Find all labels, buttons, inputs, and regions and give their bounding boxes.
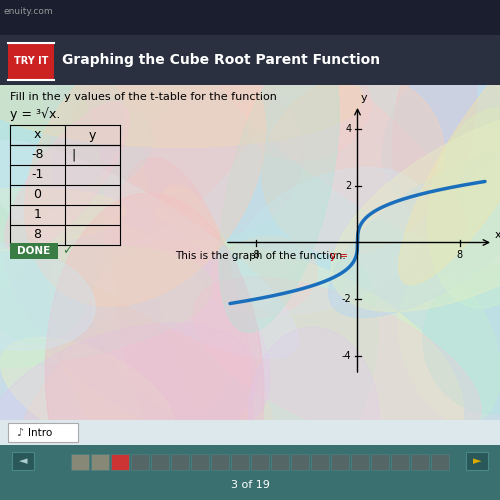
Ellipse shape: [114, 158, 253, 500]
Ellipse shape: [0, 35, 124, 224]
Bar: [331, 454, 349, 470]
Bar: [171, 454, 189, 470]
Ellipse shape: [428, 108, 500, 308]
Ellipse shape: [248, 327, 379, 500]
Bar: [271, 454, 289, 470]
Bar: [291, 454, 309, 470]
Ellipse shape: [194, 16, 466, 240]
Ellipse shape: [25, 34, 266, 306]
Text: -2: -2: [342, 294, 351, 304]
Ellipse shape: [46, 194, 264, 500]
Bar: [71, 454, 89, 470]
Bar: [0, 445, 500, 500]
Bar: [0, 85, 500, 420]
Text: ✓: ✓: [62, 244, 72, 258]
Bar: [0, 420, 500, 445]
Text: y: y: [89, 128, 96, 141]
Text: This is the graph of the function:: This is the graph of the function:: [175, 251, 349, 261]
Text: y: y: [360, 93, 367, 103]
Text: -1: -1: [32, 168, 44, 181]
Bar: [151, 454, 169, 470]
Bar: [466, 452, 488, 470]
Bar: [371, 454, 389, 470]
Bar: [91, 454, 109, 470]
Ellipse shape: [12, 270, 253, 500]
Bar: [231, 454, 249, 470]
Text: Graphing the Cube Root Parent Function: Graphing the Cube Root Parent Function: [62, 53, 380, 67]
Text: ♪: ♪: [16, 428, 23, 438]
Ellipse shape: [193, 278, 481, 446]
Bar: [8, 42, 54, 80]
Ellipse shape: [0, 88, 152, 214]
Ellipse shape: [50, 219, 280, 500]
Text: ◄: ◄: [19, 456, 27, 466]
Bar: [251, 454, 269, 470]
Ellipse shape: [232, 168, 429, 314]
Ellipse shape: [145, 80, 302, 234]
Ellipse shape: [0, 0, 50, 302]
Ellipse shape: [0, 324, 257, 492]
Ellipse shape: [0, 18, 104, 344]
Bar: [131, 454, 149, 470]
Bar: [311, 454, 329, 470]
Bar: [191, 454, 209, 470]
Ellipse shape: [328, 150, 500, 318]
Bar: [211, 454, 229, 470]
Bar: [431, 454, 449, 470]
Bar: [10, 243, 58, 259]
Text: 2: 2: [345, 181, 352, 191]
Text: y = ³√x.: y = ³√x.: [10, 107, 60, 120]
Ellipse shape: [262, 74, 444, 255]
Bar: [411, 454, 429, 470]
Ellipse shape: [398, 274, 500, 424]
Text: Intro: Intro: [28, 428, 52, 438]
Text: TRY IT: TRY IT: [14, 56, 48, 66]
Text: enuity.com: enuity.com: [4, 7, 54, 16]
Text: 8: 8: [456, 250, 462, 260]
Text: x: x: [34, 128, 41, 141]
Ellipse shape: [382, 61, 499, 203]
Ellipse shape: [0, 244, 212, 370]
Text: 0: 0: [34, 188, 42, 202]
Text: |: |: [71, 148, 75, 162]
Bar: [0, 35, 500, 85]
Text: -4: -4: [342, 351, 351, 361]
Text: -8: -8: [31, 148, 44, 162]
Ellipse shape: [93, 240, 463, 476]
Ellipse shape: [3, 188, 270, 434]
Ellipse shape: [6, 102, 129, 254]
Text: y =: y =: [330, 251, 348, 261]
Ellipse shape: [332, 106, 500, 312]
Bar: [12, 452, 34, 470]
Ellipse shape: [246, 62, 371, 160]
Ellipse shape: [0, 26, 60, 204]
Ellipse shape: [423, 266, 500, 414]
Ellipse shape: [399, 33, 500, 284]
Text: ►: ►: [473, 456, 481, 466]
Bar: [0, 0, 500, 35]
Ellipse shape: [0, 338, 174, 451]
Text: -8: -8: [250, 250, 260, 260]
Ellipse shape: [251, 250, 378, 476]
Text: 3 of 19: 3 of 19: [230, 480, 270, 490]
Bar: [351, 454, 369, 470]
Ellipse shape: [392, 23, 476, 216]
Ellipse shape: [62, 0, 288, 242]
Ellipse shape: [0, 141, 298, 358]
Text: 1: 1: [34, 208, 42, 222]
Ellipse shape: [0, 42, 362, 147]
Text: 8: 8: [34, 228, 42, 241]
Ellipse shape: [0, 188, 126, 256]
Text: 4: 4: [346, 124, 352, 134]
Bar: [111, 454, 129, 470]
Bar: [8, 423, 78, 442]
Ellipse shape: [0, 244, 95, 350]
Ellipse shape: [220, 44, 339, 333]
Ellipse shape: [210, 236, 317, 317]
Text: x: x: [495, 230, 500, 240]
Bar: [391, 454, 409, 470]
Text: Fill in the y values of the t-table for the function: Fill in the y values of the t-table for …: [10, 92, 277, 102]
Text: DONE: DONE: [18, 246, 50, 256]
Ellipse shape: [154, 185, 264, 460]
